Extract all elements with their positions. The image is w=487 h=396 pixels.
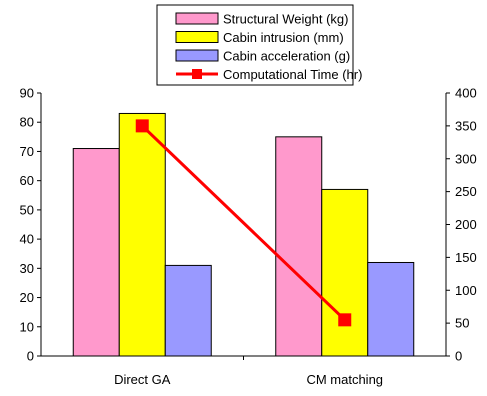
bars-layer: [72, 112, 415, 357]
y-left-tick-label: 10: [20, 319, 34, 334]
y-right-tick-label: 400: [455, 86, 477, 101]
y-left-tick-label: 60: [20, 173, 34, 188]
x-tick-label: Direct GA: [114, 372, 171, 387]
axes-layer: 0 10 20 30 40 50 60 70 80 90 0 50 100 150 200 250 300 350…: [20, 86, 477, 388]
line-point: [135, 119, 149, 133]
legend-swatch: [175, 49, 219, 62]
bar: [321, 188, 369, 357]
bar: [367, 261, 415, 357]
y-right-tick-label: 100: [455, 283, 477, 298]
y-right-tick-label: 200: [455, 217, 477, 232]
legend-label: Cabin acceleration (g): [223, 49, 350, 64]
y-right-tick-label: 150: [455, 250, 477, 265]
legend-swatch: [175, 12, 219, 25]
y-right-tick-label: 250: [455, 184, 477, 199]
legend-marker: [192, 69, 202, 79]
line-layer: [135, 119, 352, 327]
y-left-tick-label: 80: [20, 115, 34, 130]
legend-label: Cabin intrusion (mm): [223, 30, 344, 45]
y-left-tick-label: 20: [20, 290, 34, 305]
legend-swatch: [175, 31, 219, 43]
legend-label: Computational Time (hr): [223, 67, 362, 82]
bar: [72, 148, 120, 357]
y-right-tick-label: 50: [455, 316, 469, 331]
line-point: [338, 313, 352, 327]
x-tick-label: CM matching: [306, 372, 383, 387]
y-left-tick-label: 50: [20, 202, 34, 217]
legend-label: Structural Weight (kg): [223, 12, 348, 27]
y-left-tick-label: 40: [20, 232, 34, 247]
bar: [118, 112, 166, 357]
bar: [164, 264, 212, 357]
y-left-tick-label: 70: [20, 144, 34, 159]
y-right-tick-label: 350: [455, 118, 477, 133]
series-line: [141, 124, 346, 321]
y-left-tick-label: 30: [20, 261, 34, 276]
y-right-tick-label: 0: [455, 349, 462, 364]
y-left-tick-label: 90: [20, 86, 34, 101]
y-left-tick-label: 0: [27, 349, 34, 364]
y-right-tick-label: 300: [455, 151, 477, 166]
legend: Structural Weight (kg) Cabin intrusion (m…: [156, 4, 362, 86]
bar: [275, 136, 323, 357]
